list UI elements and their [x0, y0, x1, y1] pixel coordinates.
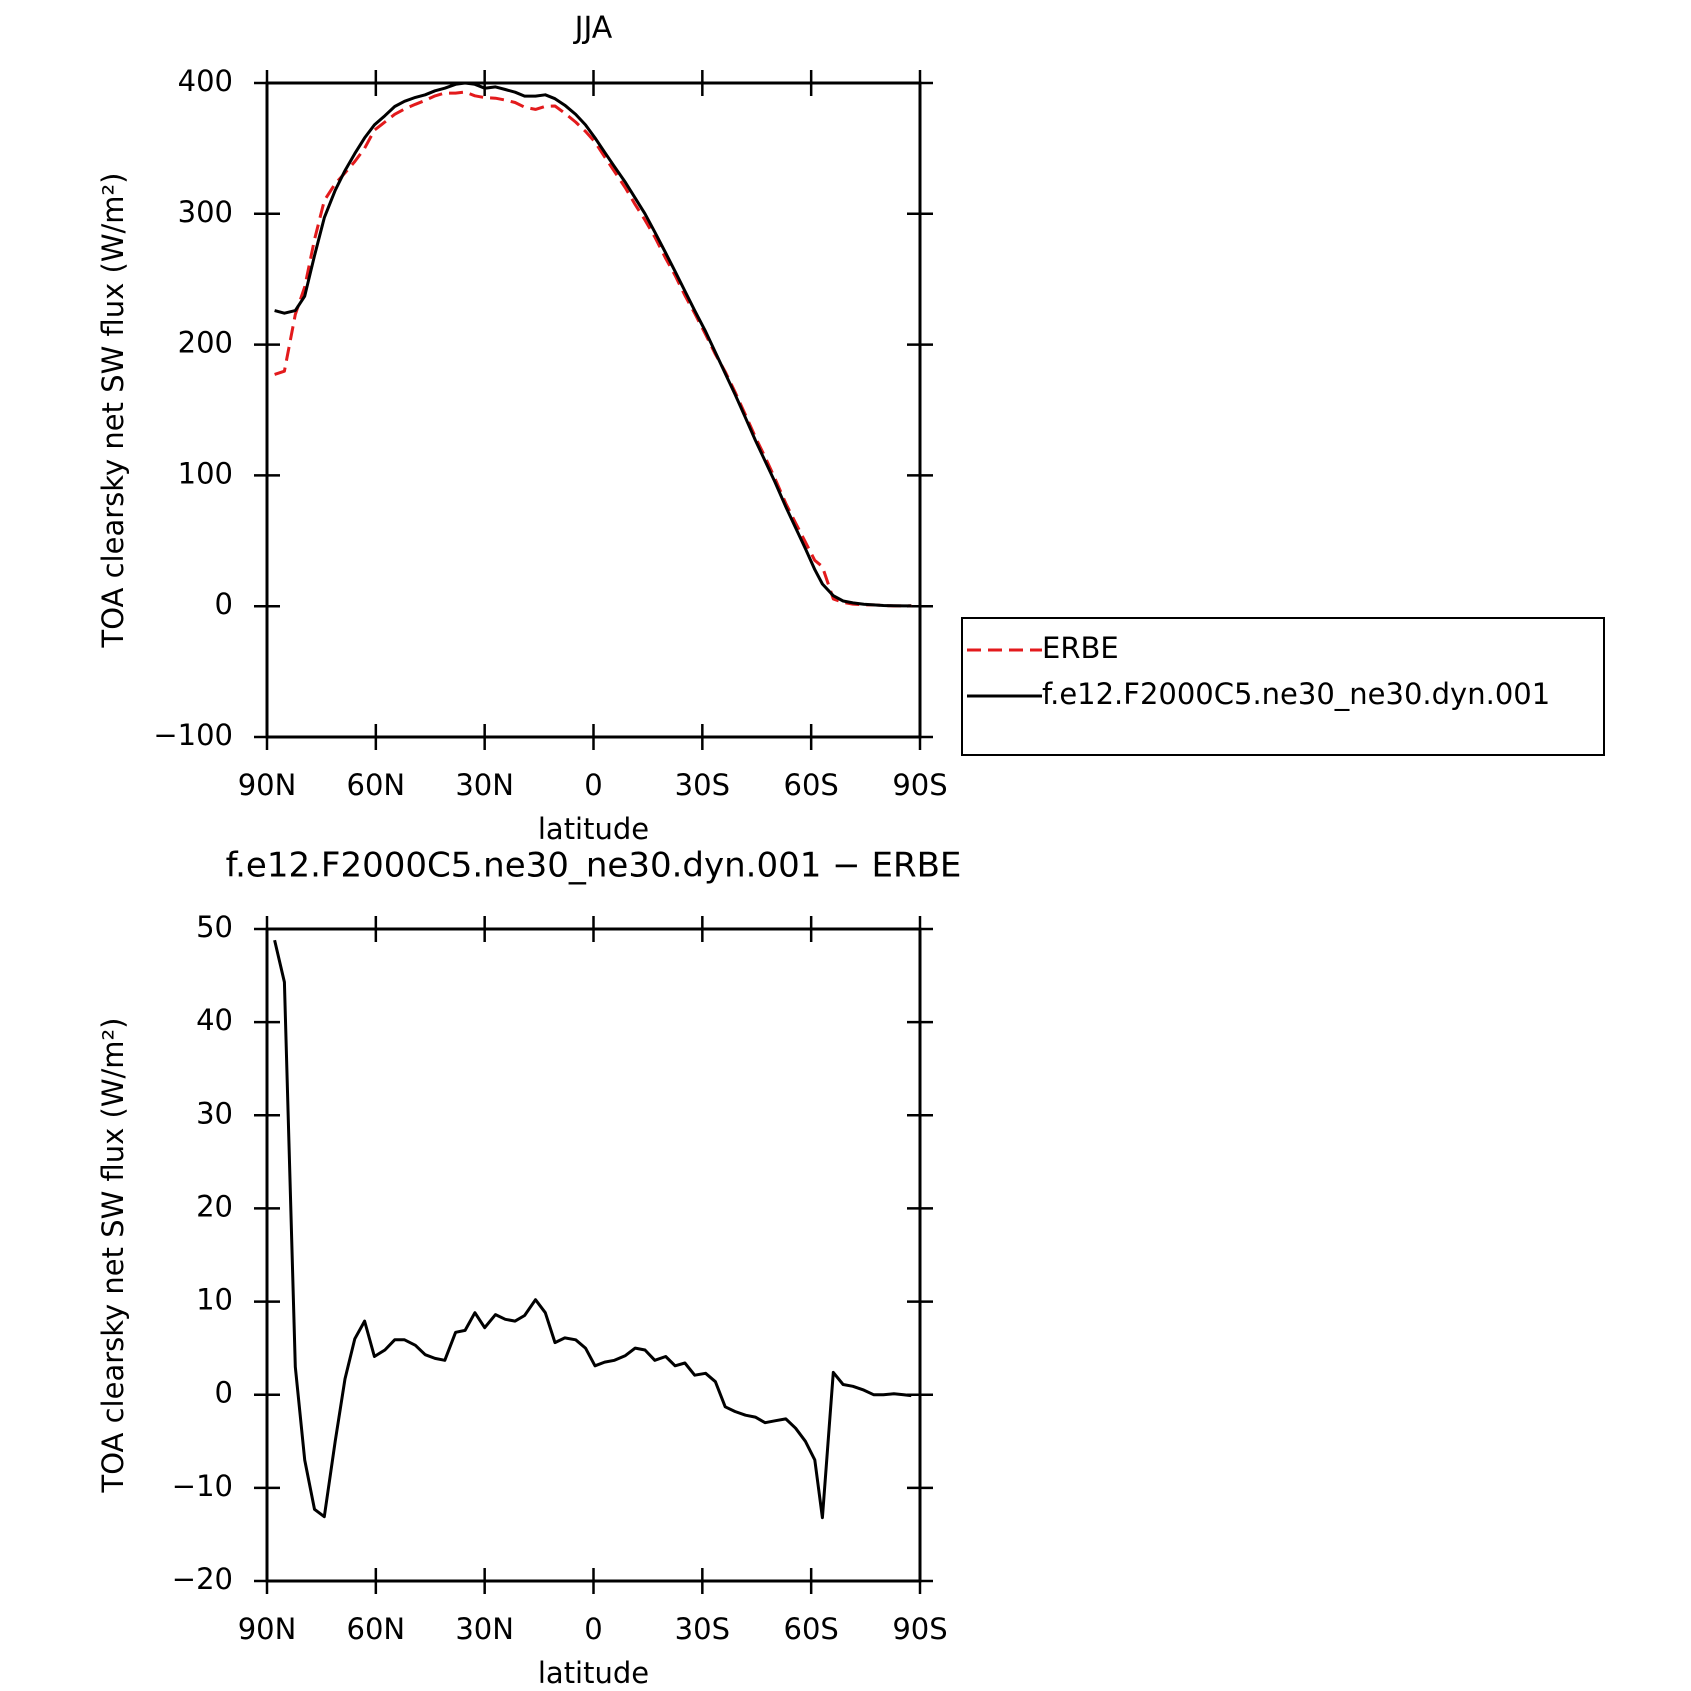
y-axis-label: TOA clearsky net SW flux (W/m²)	[96, 1018, 130, 1494]
y-tick-label: −100	[153, 718, 233, 752]
y-tick-label: 30	[196, 1096, 233, 1130]
plot-frame	[265, 927, 922, 1583]
x-tick-label: 60S	[784, 768, 839, 802]
y-axis-label: TOA clearsky net SW flux (W/m²)	[96, 173, 130, 649]
y-tick-label: −20	[172, 1562, 233, 1596]
x-tick-label: 90S	[892, 1612, 947, 1646]
y-tick-label: 10	[196, 1283, 233, 1317]
x-tick-label: 0	[584, 1612, 602, 1646]
x-tick-label: 30S	[675, 1612, 730, 1646]
x-tick-label: 60N	[347, 1612, 406, 1646]
chart-title: f.e12.F2000C5.ne30_ne30.dyn.001 − ERBE	[226, 846, 962, 886]
chart-title: JJA	[573, 11, 613, 46]
x-axis-label: latitude	[538, 812, 649, 846]
data-line	[273, 939, 912, 1520]
y-tick-label: 40	[196, 1003, 233, 1037]
y-tick-label: 200	[178, 326, 233, 360]
x-tick-label: 30S	[675, 768, 730, 802]
y-tick-label: 100	[178, 456, 233, 490]
data-line	[274, 90, 912, 608]
legend-box	[961, 617, 1605, 756]
x-tick-label: 60N	[347, 768, 406, 802]
legend-label: ERBE	[1042, 631, 1119, 665]
y-tick-label: 300	[178, 195, 233, 229]
legend-label: f.e12.F2000C5.ne30_ne30.dyn.001	[1042, 677, 1550, 711]
x-tick-label: 0	[584, 768, 602, 802]
x-tick-label: 90S	[892, 768, 947, 802]
x-tick-label: 60S	[784, 1612, 839, 1646]
y-tick-label: 20	[196, 1189, 233, 1223]
x-tick-label: 30N	[455, 1612, 514, 1646]
x-axis-label: latitude	[538, 1656, 649, 1690]
y-tick-label: 400	[178, 64, 233, 98]
y-tick-label: 0	[215, 587, 233, 621]
x-tick-label: 90N	[238, 768, 297, 802]
x-tick-label: 90N	[238, 1612, 297, 1646]
plot-frame	[265, 81, 922, 739]
y-tick-label: 50	[196, 910, 233, 944]
y-tick-label: −10	[172, 1469, 233, 1503]
y-tick-label: 0	[215, 1376, 233, 1410]
x-tick-label: 30N	[455, 768, 514, 802]
data-line	[274, 81, 912, 608]
